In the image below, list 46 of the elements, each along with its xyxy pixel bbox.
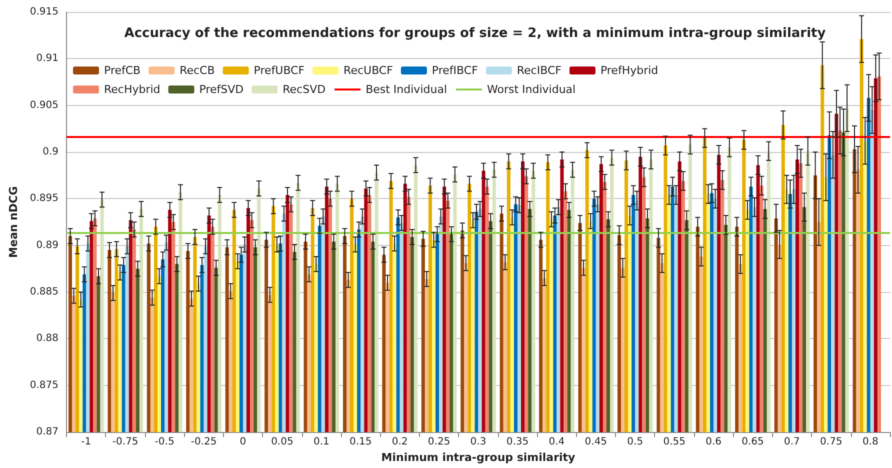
x-tick-label: 0.1 (313, 436, 330, 448)
y-tick-label: 0.905 (30, 100, 59, 111)
y-tick-label: 0.885 (30, 286, 59, 298)
x-tick-label: 0.5 (627, 436, 644, 448)
x-tick-label: 0.45 (584, 436, 608, 448)
x-tick-label: -1 (81, 436, 92, 448)
legend-label: PrefIBCF (432, 64, 478, 77)
legend-label: PrefCB (104, 64, 141, 77)
x-tick-label: 0.75 (820, 436, 842, 448)
x-tick-label: 0.7 (784, 436, 800, 448)
y-axis-title: Mean nDCG (7, 186, 20, 258)
x-tick-label: 0.25 (428, 436, 450, 448)
legend-label: Best Individual (366, 83, 448, 96)
legend-label: RecCB (180, 64, 215, 77)
legend-label: PrefUBCF (254, 64, 305, 77)
x-tick-label: 0.2 (392, 436, 408, 448)
x-tick-label: 0.55 (663, 436, 686, 448)
x-tick-label: 0 (240, 436, 246, 448)
y-tick-label: 0.875 (30, 380, 59, 391)
x-tick-label: -0.5 (154, 436, 174, 448)
y-tick-label: 0.88 (36, 333, 59, 344)
legend-label: PrefHybrid (600, 64, 658, 77)
y-tick-label: 0.89 (36, 240, 59, 251)
legend-label: Worst Individual (486, 83, 576, 96)
y-tick-label: 0.915 (30, 6, 59, 18)
x-tick-label: 0.15 (349, 436, 372, 448)
x-tick-label: 0.65 (742, 436, 764, 448)
y-tick-label: 0.91 (36, 53, 59, 64)
x-tick-label: 0.6 (706, 436, 722, 448)
text: Accuracy of the recommendations for groups of size = 2, with a minimum intra-group similarity (124, 26, 826, 41)
x-tick-label: 0.35 (506, 436, 529, 448)
x-tick-label: -0.25 (190, 436, 217, 448)
legend-label: PrefSVD (199, 83, 244, 96)
x-tick-label: 0.4 (548, 436, 565, 448)
legend-label: RecIBCF (516, 64, 562, 77)
legend-label: RecUBCF (344, 64, 393, 77)
y-tick-label: 0.9 (42, 146, 59, 158)
x-axis-title: Minimum intra-group similarity (381, 451, 576, 464)
x-tick-label: 0.8 (862, 436, 878, 448)
x-tick-label: -0.75 (112, 436, 138, 448)
y-tick-label: 0.895 (30, 193, 59, 204)
x-tick-label: 0.05 (271, 436, 294, 448)
y-tick-label: 0.87 (36, 426, 59, 438)
x-tick-label: 0.3 (470, 436, 486, 448)
legend-label: RecHybrid (104, 83, 160, 96)
legend-label: RecSVD (282, 83, 326, 96)
